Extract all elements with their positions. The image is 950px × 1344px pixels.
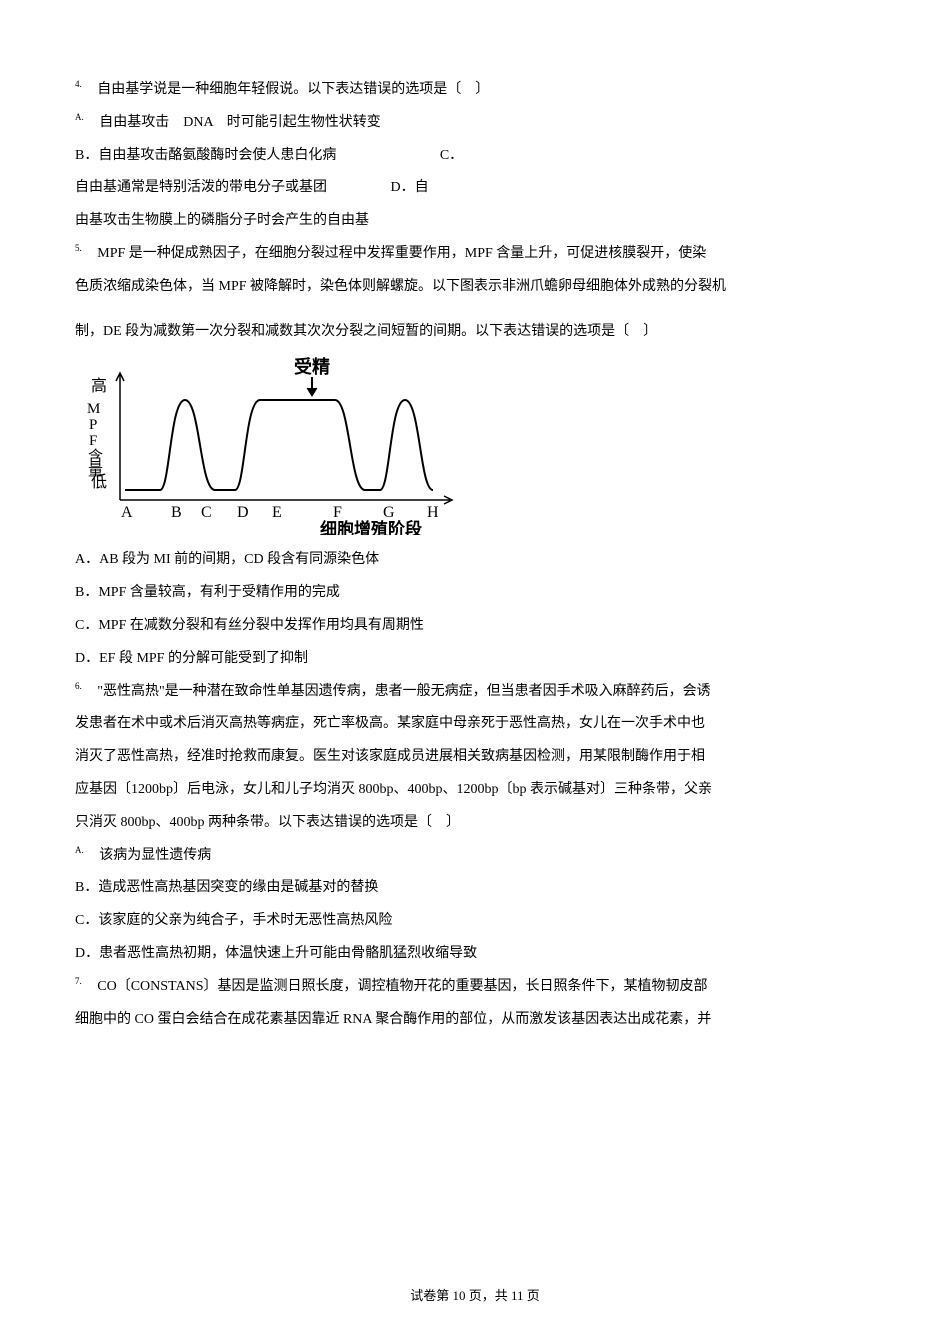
q6-stem5: 只消灭 800bp、400bp 两种条带。以下表达错误的选项是〔 〕: [75, 808, 875, 839]
q4-optC-cont: 自由基通常是特别活泼的带电分子或基团: [75, 180, 327, 195]
q4-optB: B．自由基攻击酪氨酸酶时会使人患白化病: [75, 148, 336, 163]
x-axis-label: 细胞增殖阶段: [320, 519, 422, 535]
question-5-line1: 5. MPF 是一种促成熟因子，在细胞分裂过程中发挥重要作用，MPF 含量上升，…: [75, 239, 875, 270]
q6-stem2: 发患者在术中或术后消灭高热等病症，死亡率极高。某家庭中母亲死于恶性高热，女儿在一…: [75, 709, 875, 740]
q6-optD: D．患者恶性高热初期，体温快速上升可能由骨骼肌猛烈收缩导致: [75, 939, 875, 970]
q6-option-a: A. 该病为显性遗传病: [75, 841, 875, 872]
chart-svg: 高 低 M P F 含 量 受精 A B C D E F G: [75, 355, 470, 535]
y-axis-char1: M: [87, 401, 100, 417]
q4-optD-label: D．自: [391, 180, 429, 195]
y-high-label: 高: [91, 377, 107, 395]
q5-number: 5.: [75, 243, 82, 253]
y-axis-char3: F: [89, 433, 97, 449]
x-label-C: C: [201, 504, 212, 521]
x-label-A: A: [121, 504, 133, 521]
page-footer: 试卷第 10 页，共 11 页: [0, 1285, 950, 1304]
q7-stem1: CO〔CONSTANS〕基因是监测日照长度，调控植物开花的重要基因，长日照条件下…: [97, 979, 707, 994]
q5-stem1: MPF 是一种促成熟因子，在细胞分裂过程中发挥重要作用，MPF 含量上升，可促进…: [97, 246, 706, 261]
q6-number: 6.: [75, 681, 82, 691]
q5-optC: C．MPF 在减数分裂和有丝分裂中发挥作用均具有周期性: [75, 611, 875, 642]
q6-optC: C．该家庭的父亲为纯合子，手术时无恶性高热风险: [75, 906, 875, 937]
x-label-H: H: [427, 504, 439, 521]
title-arrow-head: [307, 388, 317, 396]
q5-optD: D．EF 段 MPF 的分解可能受到了抑制: [75, 644, 875, 675]
mpf-curve: [125, 400, 433, 490]
x-label-G: G: [383, 504, 395, 521]
q5-stem3: 制，DE 段为减数第一次分裂和减数其次次分裂之间短暂的间期。以下表达错误的选项是…: [75, 317, 875, 348]
q5-stem2: 色质浓缩成染色体，当 MPF 被降解时，染色体则解螺旋。以下图表示非洲爪蟾卵母细…: [75, 272, 875, 303]
q4-optC-label: C．: [440, 148, 463, 163]
q7-stem2: 细胞中的 CO 蛋白会结合在成花素基因靠近 RNA 聚合酶作用的部位，从而激发该…: [75, 1005, 875, 1036]
q4-option-cd-line: 自由基通常是特别活泼的带电分子或基团 D．自: [75, 173, 875, 204]
q4-optD-cont: 由基攻击生物膜上的磷脂分子时会产生的自由基: [75, 206, 875, 237]
q6-stem1: "恶性高热"是一种潜在致命性单基因遗传病，患者一般无病症，但当患者因手术吸入麻醉…: [97, 684, 710, 699]
q6-optA-label: A.: [75, 845, 84, 855]
q6-stem3: 消灭了恶性高热，经准时抢救而康复。医生对该家庭成员进展相关致病基因检测，用某限制…: [75, 742, 875, 773]
q6-stem4: 应基因〔1200bp〕后电泳，女儿和儿子均消灭 800bp、400bp、1200…: [75, 775, 875, 806]
question-4: 4. 自由基学说是一种细胞年轻假说。以下表达错误的选项是〔 〕: [75, 75, 875, 106]
x-label-F: F: [333, 504, 342, 521]
x-label-D: D: [237, 504, 249, 521]
mpf-chart: 高 低 M P F 含 量 受精 A B C D E F G: [75, 355, 470, 535]
question-7-line1: 7. CO〔CONSTANS〕基因是监测日照长度，调控植物开花的重要基因，长日照…: [75, 972, 875, 1003]
question-6-line1: 6. "恶性高热"是一种潜在致命性单基因遗传病，患者一般无病症，但当患者因手术吸…: [75, 677, 875, 708]
chart-title: 受精: [294, 356, 330, 377]
q4-stem: 自由基学说是一种细胞年轻假说。以下表达错误的选项是〔 〕: [97, 82, 489, 97]
q4-optA-text: 自由基攻击 DNA 时可能引起生物性状转变: [99, 115, 381, 130]
q6-optB: B．造成恶性高热基因突变的缘由是碱基对的替换: [75, 873, 875, 904]
q5-optB: B．MPF 含量较高，有利于受精作用的完成: [75, 578, 875, 609]
q4-option-bc-line: B．自由基攻击酪氨酸酶时会使人患白化病 C．: [75, 141, 875, 172]
q4-option-a: A. 自由基攻击 DNA 时可能引起生物性状转变: [75, 108, 875, 139]
y-axis-char2: P: [89, 417, 97, 433]
x-label-B: B: [171, 504, 182, 521]
q6-optA-text: 该病为显性遗传病: [99, 848, 211, 863]
y-axis-char5: 量: [88, 463, 103, 479]
document-content: 4. 自由基学说是一种细胞年轻假说。以下表达错误的选项是〔 〕 A. 自由基攻击…: [75, 75, 875, 1035]
q7-number: 7.: [75, 976, 82, 986]
q5-optA: A．AB 段为 MI 前的间期，CD 段含有同源染色体: [75, 545, 875, 576]
q4-number: 4.: [75, 79, 82, 89]
x-label-E: E: [272, 504, 282, 521]
q4-optA-label: A.: [75, 112, 84, 122]
